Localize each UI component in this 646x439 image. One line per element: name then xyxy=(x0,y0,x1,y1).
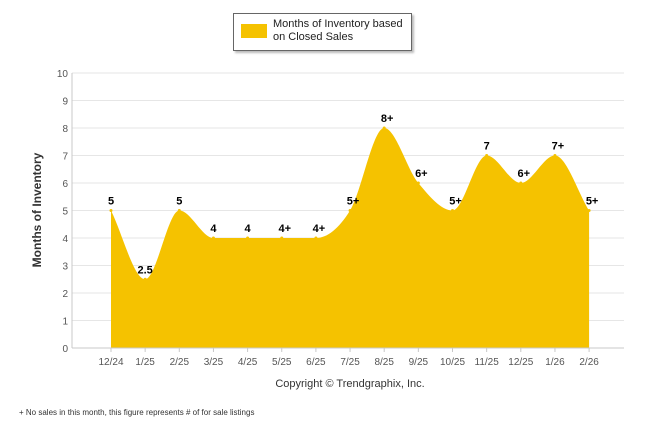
y-tick-label: 2 xyxy=(62,289,68,300)
data-point xyxy=(211,236,215,240)
x-tick-label: 5/25 xyxy=(272,357,292,368)
x-tick-label: 10/25 xyxy=(440,357,465,368)
x-tick-label: 9/25 xyxy=(409,357,429,368)
y-tick-label: 9 xyxy=(62,97,68,108)
legend-swatch xyxy=(241,24,267,38)
legend-label-line-2: on Closed Sales xyxy=(273,31,354,43)
x-tick-label: 12/25 xyxy=(508,357,533,368)
y-tick-label: 7 xyxy=(62,152,68,163)
data-point xyxy=(451,209,454,212)
y-tick-label: 6 xyxy=(62,179,68,190)
x-tick-label: 8/25 xyxy=(374,357,394,368)
data-label: 5+ xyxy=(449,196,462,208)
data-label: 7+ xyxy=(552,141,565,153)
data-label: 5+ xyxy=(347,196,360,208)
legend-label: Months of Inventory based on Closed Sale… xyxy=(273,18,403,44)
data-point xyxy=(348,209,352,212)
data-point xyxy=(280,236,284,240)
y-tick-label: 4 xyxy=(62,234,68,245)
data-label: 6+ xyxy=(518,168,531,180)
y-axis-title: Months of Inventory xyxy=(30,152,44,268)
data-label: 6+ xyxy=(415,168,428,180)
inventory-area xyxy=(111,128,590,348)
data-label: 5+ xyxy=(586,196,599,208)
data-point xyxy=(553,154,557,157)
data-label: 8+ xyxy=(381,113,394,125)
data-point xyxy=(519,181,523,185)
data-point xyxy=(587,209,591,212)
data-label: 5 xyxy=(108,196,114,208)
data-label: 4+ xyxy=(278,223,291,235)
chart-legend: Months of Inventory based on Closed Sale… xyxy=(233,13,412,51)
y-tick-label: 1 xyxy=(62,317,68,328)
data-point xyxy=(246,236,250,240)
y-tick-label: 5 xyxy=(62,207,68,218)
footnote-text: + No sales in this month, this figure re… xyxy=(19,408,255,417)
x-tick-label: 2/26 xyxy=(579,357,599,368)
legend-label-line-1: Months of Inventory based xyxy=(273,18,403,30)
data-label: 7 xyxy=(484,141,490,153)
data-point xyxy=(485,154,489,157)
data-label: 4 xyxy=(210,223,217,235)
x-tick-label: 1/25 xyxy=(135,357,155,368)
data-point xyxy=(109,209,113,212)
copyright-text: Copyright © Trendgraphix, Inc. xyxy=(275,378,425,390)
data-label: 4 xyxy=(245,223,252,235)
data-label: 5 xyxy=(176,196,182,208)
data-point xyxy=(314,236,318,240)
y-tick-label: 10 xyxy=(57,69,69,80)
y-tick-label: 3 xyxy=(62,262,68,273)
y-tick-label: 8 xyxy=(62,124,68,135)
x-tick-label: 3/25 xyxy=(204,357,224,368)
x-tick-label: 6/25 xyxy=(306,357,326,368)
y-tick-label: 0 xyxy=(62,344,68,355)
data-point xyxy=(143,277,147,281)
data-label: 4+ xyxy=(313,223,326,235)
data-point xyxy=(416,181,420,185)
x-tick-label: 2/25 xyxy=(170,357,190,368)
x-tick-label: 12/24 xyxy=(98,357,123,368)
data-point xyxy=(382,126,386,130)
x-tick-label: 1/26 xyxy=(545,357,565,368)
x-tick-label: 11/25 xyxy=(475,357,500,368)
data-label: 2.5 xyxy=(138,264,153,276)
data-point xyxy=(177,209,181,212)
x-tick-label: 7/25 xyxy=(340,357,360,368)
x-tick-label: 4/25 xyxy=(238,357,258,368)
